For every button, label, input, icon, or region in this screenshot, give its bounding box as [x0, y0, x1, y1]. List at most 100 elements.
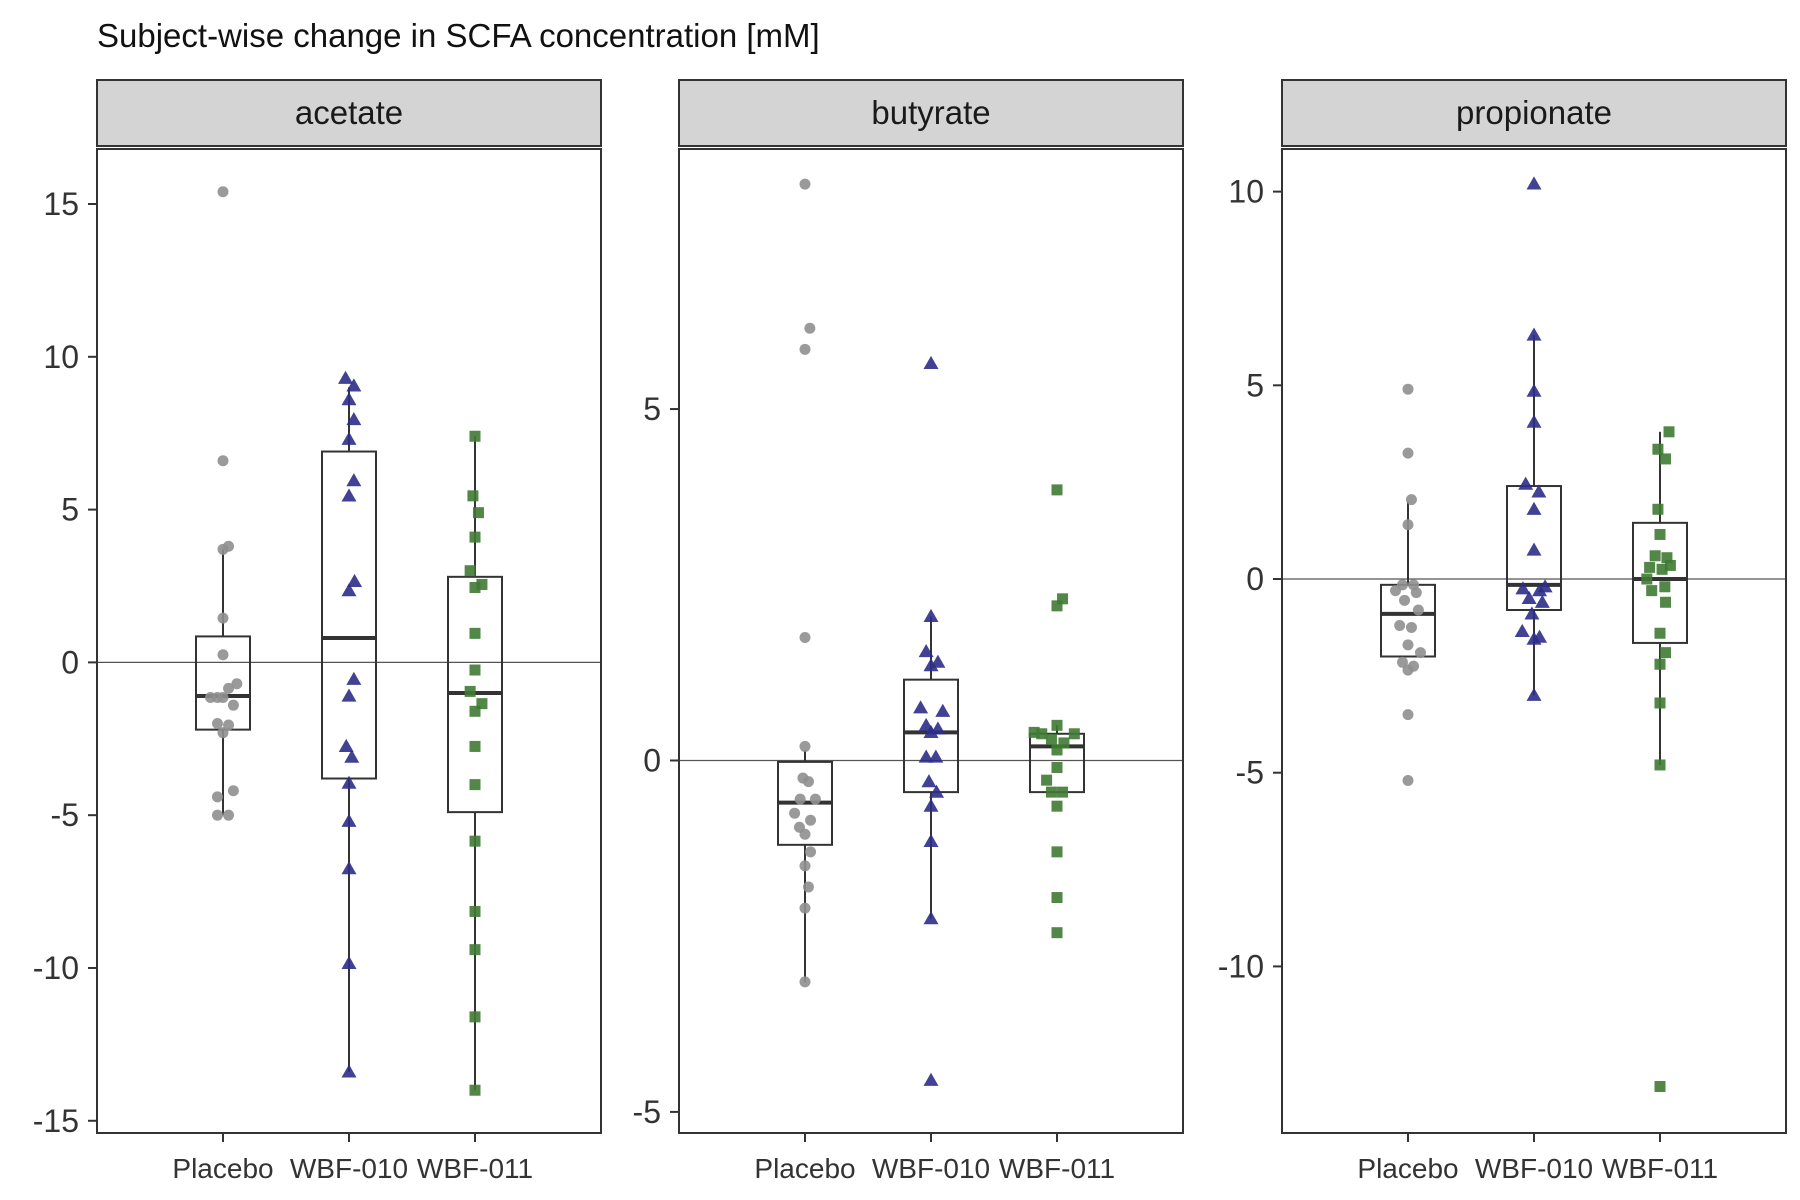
data-point	[1390, 585, 1402, 597]
data-point	[923, 658, 939, 672]
data-point	[1051, 927, 1063, 939]
data-point	[1057, 593, 1069, 605]
data-point	[1402, 519, 1414, 531]
y-tick-label: 5	[61, 492, 79, 528]
data-point	[1660, 596, 1672, 608]
data-point	[341, 775, 357, 789]
data-point	[1051, 846, 1063, 858]
data-point	[223, 719, 235, 731]
group-placebo	[777, 178, 833, 988]
y-tick-label: -15	[33, 1103, 79, 1139]
group-wbf-010	[1506, 176, 1562, 701]
data-point	[929, 784, 945, 798]
data-point	[1051, 892, 1063, 904]
data-point	[799, 860, 811, 872]
data-point	[1526, 327, 1542, 341]
data-point	[1051, 762, 1063, 774]
data-point	[923, 798, 939, 812]
data-point	[1402, 639, 1414, 651]
data-point	[469, 779, 481, 791]
x-tick-label: WBF-011	[999, 1153, 1115, 1184]
group-wbf-011	[1632, 426, 1688, 1093]
data-point	[341, 392, 357, 406]
data-point	[469, 531, 481, 543]
data-point	[469, 905, 481, 917]
data-point	[217, 692, 229, 704]
data-point	[1041, 774, 1053, 786]
data-point	[799, 343, 811, 355]
data-point	[1659, 581, 1671, 593]
data-point	[1399, 594, 1411, 606]
data-point	[1405, 494, 1417, 506]
data-point	[1518, 476, 1534, 490]
data-point	[347, 573, 363, 588]
data-point	[467, 490, 479, 502]
data-point	[918, 644, 934, 658]
y-tick-label: -5	[51, 797, 79, 833]
data-point	[217, 649, 229, 661]
y-tick-label: -10	[1218, 948, 1264, 984]
facet-panels: acetate 15 10 5 0 -5 -10 -15 Placebo WBF-010 WBF-0…	[33, 79, 1787, 1184]
data-point	[1028, 726, 1040, 738]
box	[1380, 583, 1436, 658]
x-tick-label: WBF-010	[290, 1153, 408, 1184]
data-point	[346, 378, 362, 392]
group-placebo	[1380, 383, 1436, 786]
data-point	[1514, 623, 1530, 637]
strip-label: butyrate	[871, 94, 990, 131]
data-point	[1515, 581, 1531, 595]
data-point	[923, 911, 939, 925]
data-point	[1036, 728, 1048, 740]
data-point	[1402, 383, 1414, 395]
data-point	[1051, 484, 1063, 496]
data-point	[1654, 658, 1666, 670]
data-point	[217, 543, 229, 555]
data-point	[923, 355, 939, 369]
data-point	[1532, 629, 1548, 643]
x-tick-label: Placebo	[1357, 1153, 1458, 1184]
data-point	[344, 749, 360, 763]
data-point	[1410, 587, 1422, 599]
data-point	[1534, 594, 1550, 608]
data-point	[469, 1011, 481, 1023]
data-point	[341, 431, 357, 445]
data-point	[1664, 559, 1676, 571]
data-point	[1402, 774, 1414, 786]
data-point	[1412, 604, 1424, 616]
strip-header	[678, 79, 1184, 147]
data-point	[923, 724, 939, 738]
panel-border	[96, 148, 602, 1134]
data-point	[799, 902, 811, 914]
data-point	[469, 944, 481, 956]
x-tick-label: WBF-010	[1475, 1153, 1593, 1184]
group-wbf-010	[321, 370, 377, 1078]
data-point	[923, 1072, 939, 1086]
data-point	[341, 813, 357, 827]
box	[903, 678, 959, 794]
y-tick-label: -5	[1236, 755, 1264, 791]
panel-border	[1281, 148, 1787, 1134]
y-tick-label: 15	[43, 186, 79, 222]
data-point	[469, 430, 481, 442]
data-point	[921, 774, 937, 788]
x-tick-label: WBF-011	[1602, 1153, 1718, 1184]
data-point	[341, 861, 357, 875]
data-point	[809, 793, 821, 805]
data-point	[918, 749, 934, 763]
data-point	[476, 698, 488, 710]
data-point	[805, 846, 817, 858]
data-point	[799, 631, 811, 643]
y-tick-label: 10	[43, 339, 79, 375]
data-point	[1526, 542, 1542, 556]
data-point	[217, 455, 229, 467]
data-point	[1531, 484, 1547, 498]
data-point	[346, 473, 362, 487]
data-point	[341, 688, 357, 702]
data-point	[469, 582, 481, 594]
data-point	[802, 776, 814, 788]
group-wbf-010	[903, 355, 959, 1086]
data-point	[1396, 656, 1408, 668]
data-point	[1526, 414, 1542, 428]
data-point	[1405, 621, 1417, 633]
x-tick-label: Placebo	[172, 1153, 273, 1184]
